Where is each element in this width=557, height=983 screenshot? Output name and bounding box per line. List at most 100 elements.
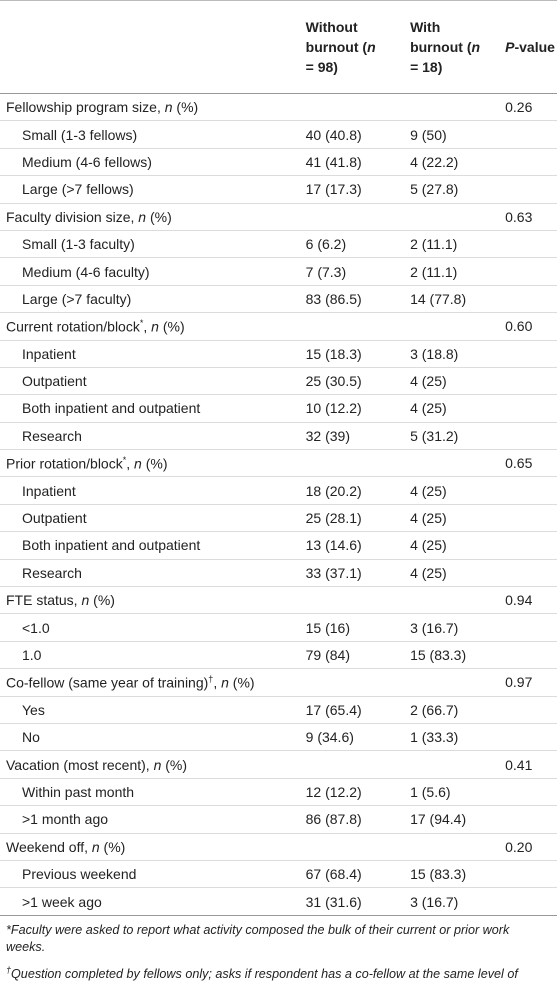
empty-cell [505,175,557,204]
row-label: Outpatient [0,504,306,533]
cell-value: 4 (25) [410,504,506,533]
data-row: Medium (4-6 fellows) 41 (41.8) 4 (22.2) [0,148,557,177]
empty-cell [505,504,557,533]
empty-cell [505,340,557,368]
empty-cell [505,887,557,916]
p-value: 0.20 [505,833,557,861]
cell-value: 25 (30.5) [305,367,411,396]
header-cell: Without burnout (n = 98) [305,0,411,94]
text-segment: -value [514,39,555,55]
empty-cell [305,203,411,231]
section-label: Co-fellow (same year of training)†, n (%… [0,668,306,697]
data-row: Large (>7 fellows) 17 (17.3) 5 (27.8) [0,175,557,204]
data-row: No 9 (34.6) 1 (33.3) [0,723,557,752]
data-row: Outpatient 25 (30.5) 4 (25) [0,367,557,396]
cell-value: 3 (18.8) [410,340,506,368]
cell-value: 2 (11.1) [410,257,506,286]
row-label: Large (>7 fellows) [0,175,306,204]
data-row: Within past month 12 (12.2) 1 (5.6) [0,778,557,807]
empty-cell [505,531,557,560]
empty-cell [505,367,557,396]
section-row: Weekend off, n (%) 0.20 [0,833,557,861]
section-row: Prior rotation/block*, n (%) 0.65 [0,449,557,478]
section-row: FTE status, n (%) 0.94 [0,586,557,615]
empty-cell [505,613,557,642]
data-row: Research 32 (39) 5 (31.2) [0,422,557,451]
text-segment: P [505,39,515,55]
p-value: 0.94 [505,586,557,615]
text-segment: n [151,318,159,335]
header-label: P-value [505,37,555,57]
empty-cell [305,449,411,478]
text-segment: Weekend off, [6,838,92,855]
data-row: 1.0 79 (84) 15 (83.3) [0,641,557,670]
empty-cell [305,750,411,779]
empty-cell [505,120,557,149]
text-segment: Without burnout ( [305,19,368,55]
empty-cell [305,586,411,615]
section-row: Fellowship program size, n (%) 0.26 [0,93,557,122]
text-segment: *Faculty were asked to report what activ… [6,922,510,954]
data-row: Outpatient 25 (28.1) 4 (25) [0,504,557,533]
empty-cell [305,833,411,861]
text-segment: n [81,592,90,609]
empty-cell [410,833,506,861]
empty-cell [505,230,557,259]
row-label: Research [0,559,306,588]
section-row: Vacation (most recent), n (%) 0.41 [0,750,557,779]
row-label: Inpatient [0,476,306,505]
text-segment: Question completed by fellows only; asks… [11,966,518,981]
cell-value: 4 (25) [410,559,506,588]
cell-value: 33 (37.1) [305,559,411,588]
row-label: Yes [0,696,306,724]
text-segment: n [138,208,147,225]
data-row: >1 week ago 31 (31.6) 3 (16.7) [0,887,557,916]
text-segment: (%) [146,208,172,225]
cell-value: 32 (39) [305,422,411,451]
cell-value: 17 (65.4) [305,696,411,724]
text-segment: (%) [141,455,168,472]
p-value: 0.97 [505,668,557,697]
cell-value: 67 (68.4) [305,860,411,889]
section-label: FTE status, n (%) [0,586,306,615]
text-segment: Vacation (most recent), [6,756,154,773]
row-label: Both inpatient and outpatient [0,531,306,560]
cell-value: 13 (14.6) [305,531,411,560]
row-label: Previous weekend [0,860,306,889]
table-body: Fellowship program size, n (%) 0.26 Small … [0,93,557,916]
empty-cell [505,422,557,451]
p-value: 0.65 [505,449,557,478]
section-label: Fellowship program size, n (%) [0,93,306,122]
text-segment: † [6,964,12,975]
text-segment: , [126,455,135,472]
cell-value: 15 (83.3) [410,860,506,889]
text-segment: With burnout ( [410,19,472,55]
cell-value: 9 (50) [410,120,506,149]
empty-cell [410,586,506,615]
cell-value: 2 (11.1) [410,230,506,259]
empty-cell [505,285,557,314]
text-segment: (%) [89,592,115,609]
text-segment: n [471,39,481,55]
cell-value: 1 (5.6) [410,778,506,807]
header-row: Without burnout (n = 98) With burnout (n … [0,0,557,94]
text-segment: Current rotation/block [6,318,140,335]
cell-value: 4 (25) [410,367,506,396]
text-segment: n [153,756,162,773]
data-row: >1 month ago 86 (87.8) 17 (94.4) [0,805,557,834]
cell-value: 3 (16.7) [410,887,506,916]
row-label: No [0,723,306,752]
data-row: <1.0 15 (16) 3 (16.7) [0,613,557,642]
cell-value: 31 (31.6) [305,887,411,916]
cell-value: 4 (25) [410,394,506,423]
cell-value: 18 (20.2) [305,476,411,505]
empty-cell [505,394,557,423]
empty-cell [505,476,557,505]
cell-value: 83 (86.5) [305,285,411,314]
section-label: Current rotation/block*, n (%) [0,312,306,341]
row-label: Medium (4-6 faculty) [0,257,306,286]
cell-value: 12 (12.2) [305,778,411,807]
empty-cell [410,449,506,478]
row-label: Inpatient [0,340,306,368]
